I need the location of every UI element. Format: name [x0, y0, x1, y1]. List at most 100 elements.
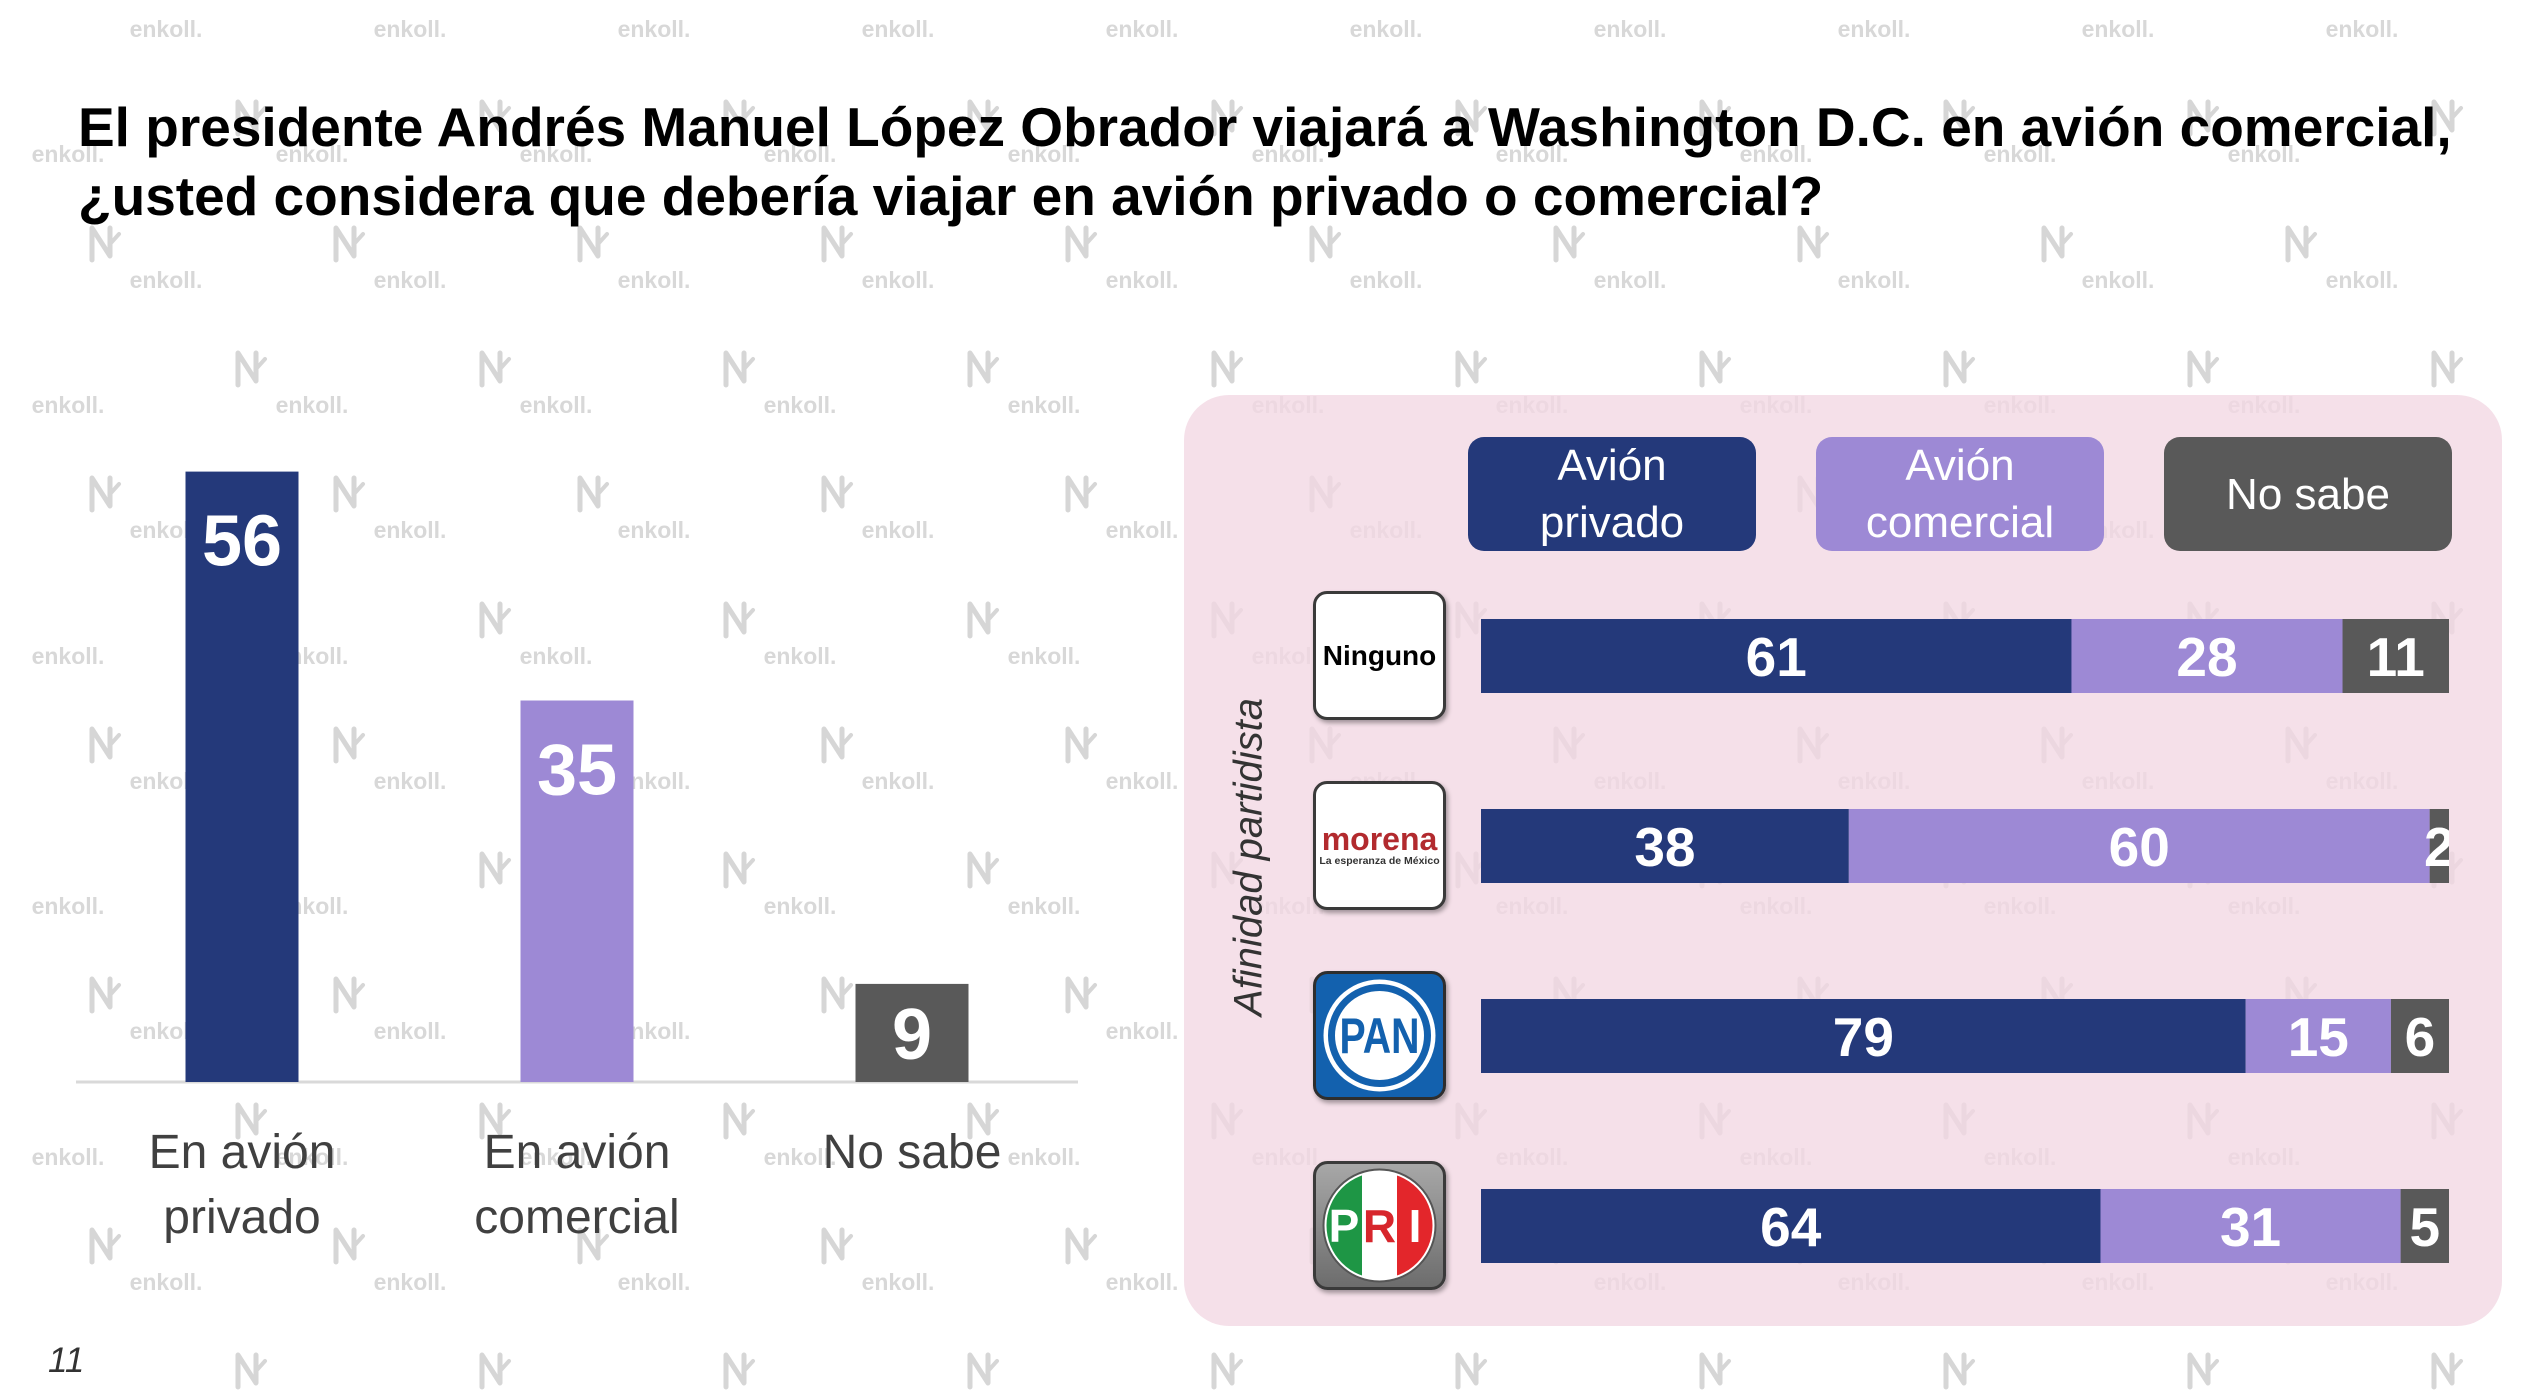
watermark-text: enkoll. [1495, 141, 1569, 168]
watermark-logo-leaf [2450, 106, 2463, 121]
segment-value-label: 15 [2288, 1006, 2349, 1068]
pri-letter: P [1329, 1200, 1360, 1252]
stacked-bar-segment [2400, 1189, 2449, 1263]
watermark-logo-leaf [1474, 356, 1487, 371]
watermark-text: enkoll. [1105, 266, 1179, 293]
watermark-text: enkoll. [1739, 141, 1813, 168]
watermark-logo-leaf [108, 983, 121, 998]
watermark-logo-icon [89, 976, 121, 1014]
watermark-logo-leaf [1474, 106, 1487, 121]
watermark-logo-leaf [352, 1234, 365, 1248]
watermark-text: enkoll. [1105, 517, 1179, 544]
watermark-text: enkoll. [31, 391, 105, 418]
watermark-logo-icon [1943, 1352, 1975, 1390]
watermark-text: enkoll. [1593, 16, 1667, 42]
watermark-logo-leaf [986, 607, 999, 622]
watermark-logo-icon [89, 726, 121, 764]
bar [855, 983, 969, 1082]
watermark-logo-icon [723, 1352, 755, 1390]
watermark-logo-leaf [2060, 231, 2073, 246]
watermark-text: enkoll. [861, 767, 935, 794]
watermark-logo-icon [1211, 99, 1243, 137]
watermark-text: enkoll. [31, 893, 105, 920]
watermark-text: enkoll. [1007, 1143, 1081, 1170]
watermark-logo-icon [2041, 225, 2073, 263]
watermark-logo-leaf [986, 858, 999, 873]
watermark-logo-leaf [986, 1108, 999, 1123]
watermark-logo-leaf [1962, 356, 1975, 371]
watermark-logo-icon [1699, 350, 1731, 388]
segment-value-label: 31 [2220, 1196, 2281, 1258]
watermark-text: enkoll. [617, 517, 691, 544]
watermark-text: enkoll. [129, 1269, 203, 1295]
watermark-text: enkoll. [763, 1143, 837, 1170]
watermark-text: enkoll. [519, 1143, 593, 1170]
watermark-logo-icon [1943, 99, 1975, 137]
watermark-logo-leaf [1328, 231, 1341, 246]
watermark-text: enkoll. [1837, 266, 1911, 293]
segment-value-label: 79 [1833, 1006, 1894, 1068]
watermark-logo-leaf [596, 1234, 609, 1248]
watermark-logo-icon [479, 1102, 511, 1140]
watermark-logo-icon [1699, 99, 1731, 137]
watermark-logo-leaf [1084, 482, 1097, 497]
watermark-logo-leaf [108, 1234, 121, 1248]
watermark-logo-icon [479, 350, 511, 388]
watermark-logo-icon [723, 851, 755, 889]
bar [185, 471, 299, 1083]
watermark-logo-leaf [1718, 106, 1731, 121]
ninguno-label: Ninguno [1322, 639, 1437, 671]
watermark-logo-icon [89, 1227, 121, 1265]
watermark-logo-icon [1943, 350, 1975, 388]
legend-label: No sabe [2226, 469, 2390, 519]
watermark-logo-icon [89, 225, 121, 263]
segment-value-label: 38 [1634, 816, 1695, 878]
watermark-logo-leaf [498, 1108, 511, 1123]
watermark-text: enkoll. [373, 1018, 447, 1045]
bar [520, 700, 634, 1082]
segment-value-label: 64 [1760, 1196, 1822, 1258]
y-axis-label-text: Afinidad partidista [1226, 698, 1271, 1016]
watermark-logo-icon [89, 475, 121, 513]
watermark-logo-icon [1065, 976, 1097, 1014]
stacked-bar-segment [1481, 1189, 2101, 1263]
watermark-text: enkoll. [519, 391, 593, 418]
pri-logo-tricolor [1326, 1172, 1433, 1279]
watermark-logo-icon [723, 99, 755, 137]
watermark-logo-leaf [596, 231, 609, 246]
morena-logo-icon: morena La esperanza de México [1313, 781, 1446, 910]
watermark-logo-icon [235, 1352, 267, 1390]
watermark-logo-icon [723, 1102, 755, 1140]
watermark-logo-icon [333, 726, 365, 764]
bar-value-label: 9 [892, 995, 932, 1075]
watermark-logo-leaf [1474, 1359, 1487, 1374]
watermark-text: enkoll. [1837, 16, 1911, 42]
watermark-text: enkoll. [1007, 391, 1081, 418]
pan-logo-ring [1328, 984, 1431, 1087]
segment-value-label: 60 [2109, 816, 2170, 878]
watermark-logo-icon [479, 1352, 511, 1390]
watermark-logo-leaf [742, 607, 755, 622]
watermark-logo-leaf [1084, 732, 1097, 747]
watermark-text: enkoll. [31, 1143, 105, 1170]
watermark-text: enkoll. [861, 1269, 935, 1295]
watermark-logo-icon [333, 1227, 365, 1265]
watermark-logo-leaf [254, 1108, 267, 1123]
watermark-logo-icon [723, 601, 755, 638]
morena-wordmark: morena [1321, 821, 1438, 857]
watermark-logo-icon [2431, 350, 2463, 388]
watermark-logo-leaf [1230, 1359, 1243, 1374]
watermark-text: enkoll. [1251, 141, 1325, 168]
watermark-text: enkoll. [1105, 767, 1179, 794]
watermark-logo-leaf [840, 732, 853, 747]
watermark-logo-leaf [498, 858, 511, 873]
watermark-text: enkoll. [129, 16, 203, 42]
watermark-logo-leaf [352, 231, 365, 246]
watermark-text: enkoll. [763, 642, 837, 669]
watermark-text: enkoll. [1105, 1269, 1179, 1295]
watermark-text: enkoll. [1105, 16, 1179, 42]
watermark-text: enkoll. [1593, 266, 1667, 293]
watermark-text: enkoll. [1105, 1018, 1179, 1045]
watermark-logo-icon [2187, 99, 2219, 137]
